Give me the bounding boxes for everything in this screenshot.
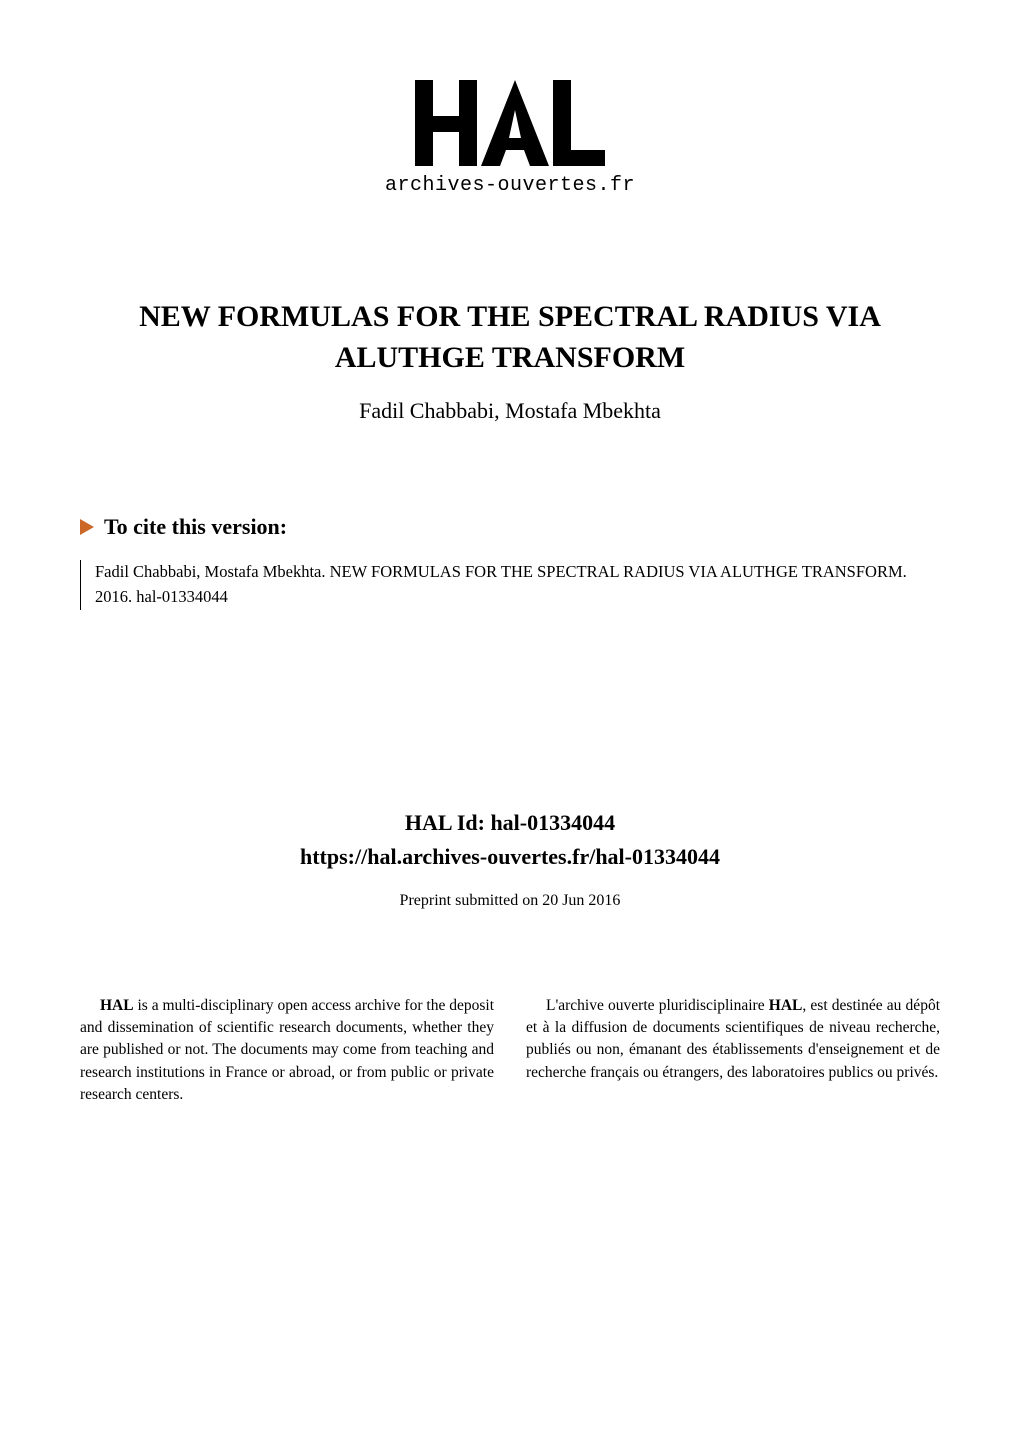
hal-strong-left: HAL: [100, 997, 134, 1014]
description-left: HAL is a multi-disciplinary open access …: [80, 995, 494, 1107]
cite-section: To cite this version: Fadil Chabbabi, Mo…: [80, 514, 940, 610]
description-left-text: is a multi-disciplinary open access arch…: [80, 997, 494, 1104]
letter-l-icon: [553, 80, 605, 166]
triangle-icon: [80, 519, 94, 535]
title-section: NEW FORMULAS FOR THE SPECTRAL RADIUS VIA…: [80, 297, 940, 424]
letter-h-icon: [415, 80, 477, 166]
cite-title: To cite this version:: [104, 514, 287, 540]
hal-id-label: HAL Id: hal-01334044: [80, 810, 940, 836]
paper-title: NEW FORMULAS FOR THE SPECTRAL RADIUS VIA…: [80, 297, 940, 378]
cite-heading: To cite this version:: [80, 514, 940, 540]
description-right: L'archive ouverte pluridisciplinaire HAL…: [526, 995, 940, 1107]
submission-note: Preprint submitted on 20 Jun 2016: [80, 892, 940, 910]
description-right-pre: L'archive ouverte pluridisciplinaire: [546, 997, 769, 1014]
logo-subtitle: archives-ouvertes.fr: [385, 174, 635, 197]
paper-authors: Fadil Chabbabi, Mostafa Mbekhta: [80, 398, 940, 424]
logo-section: archives-ouvertes.fr: [80, 80, 940, 197]
hal-letters: [415, 80, 605, 166]
hal-strong-right: HAL: [769, 997, 803, 1014]
hal-logo: archives-ouvertes.fr: [385, 80, 635, 197]
hal-id-section: HAL Id: hal-01334044 https://hal.archive…: [80, 810, 940, 870]
letter-a-icon: [481, 80, 549, 166]
cite-block: Fadil Chabbabi, Mostafa Mbekhta. NEW FOR…: [80, 560, 940, 610]
description-section: HAL is a multi-disciplinary open access …: [80, 995, 940, 1107]
hal-url: https://hal.archives-ouvertes.fr/hal-013…: [80, 844, 940, 870]
